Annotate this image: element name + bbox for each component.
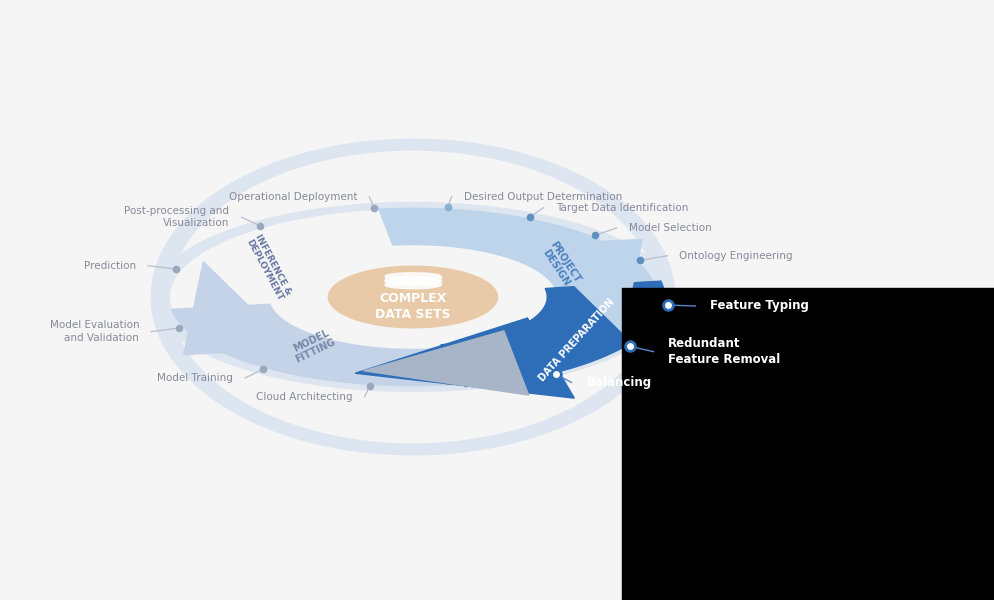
Polygon shape (385, 273, 440, 280)
Polygon shape (171, 304, 446, 386)
Text: Redundant
Feature Removal: Redundant Feature Removal (668, 337, 780, 366)
Text: PROJECT
DESIGN: PROJECT DESIGN (538, 240, 581, 290)
Polygon shape (355, 318, 574, 398)
Polygon shape (440, 281, 664, 386)
Text: INFERENCE &
DEPLOYMENT: INFERENCE & DEPLOYMENT (245, 233, 292, 302)
Text: Model Training: Model Training (157, 373, 233, 383)
Text: Operational Deployment: Operational Deployment (229, 192, 357, 202)
Text: COMPLEX
DATA SETS: COMPLEX DATA SETS (375, 292, 450, 320)
Polygon shape (184, 262, 292, 355)
Polygon shape (385, 277, 440, 285)
Polygon shape (621, 288, 994, 600)
Text: DATA PREPARATION: DATA PREPARATION (537, 296, 616, 383)
Polygon shape (379, 208, 654, 290)
Text: Ontology Engineering: Ontology Engineering (679, 251, 792, 261)
Text: Balancing: Balancing (585, 376, 651, 389)
Polygon shape (153, 203, 672, 391)
Text: MODEL
FITTING: MODEL FITTING (289, 327, 337, 365)
Text: Post-processing and
Visualization: Post-processing and Visualization (124, 206, 230, 229)
Text: Feature Typing: Feature Typing (710, 299, 808, 313)
Text: Prediction: Prediction (83, 260, 136, 271)
Polygon shape (151, 139, 674, 455)
Polygon shape (432, 281, 656, 385)
Text: Target Data Identification: Target Data Identification (555, 203, 687, 212)
Text: Desired Output Determination: Desired Output Determination (463, 191, 621, 202)
Polygon shape (385, 281, 440, 289)
Text: Model Selection: Model Selection (628, 223, 711, 233)
Polygon shape (328, 266, 497, 328)
Polygon shape (385, 277, 440, 284)
Text: Cloud Architecting: Cloud Architecting (255, 392, 352, 402)
Polygon shape (363, 331, 528, 395)
Text: Model Evaluation
and Validation: Model Evaluation and Validation (50, 320, 139, 343)
Polygon shape (533, 239, 641, 332)
